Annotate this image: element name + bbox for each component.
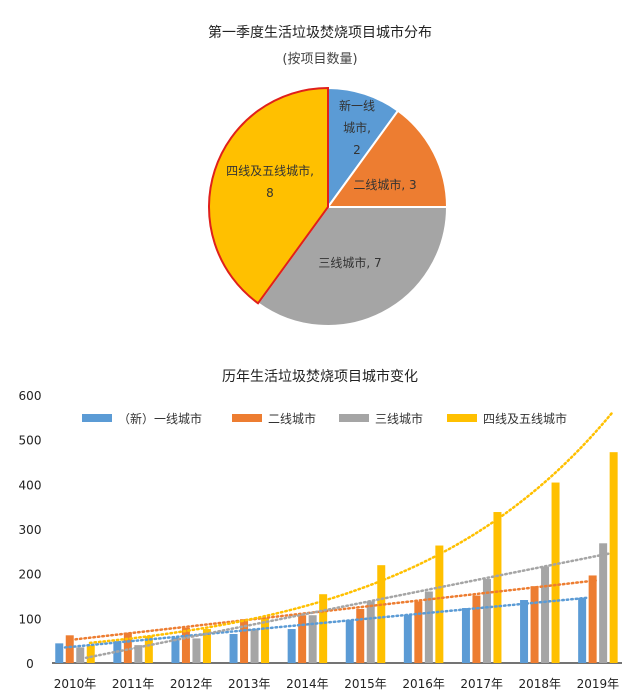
- pie-data-label: 三线城市, 7: [318, 255, 381, 270]
- pie-data-label: 新一线: [339, 98, 375, 113]
- y-tick-label: 0: [26, 657, 34, 671]
- legend-label: 四线及五线城市: [483, 411, 567, 426]
- trendline: [63, 596, 590, 649]
- x-tick-label: 2014年: [286, 677, 329, 691]
- legend-swatch: [447, 414, 477, 422]
- y-tick-label: 500: [19, 434, 42, 448]
- trendline: [84, 552, 611, 660]
- bar: [461, 608, 470, 663]
- legend-swatch: [82, 414, 112, 422]
- legend-label: （新）一线城市: [118, 411, 202, 426]
- bar: [171, 637, 180, 663]
- legend-label: 三线城市: [375, 411, 423, 426]
- y-tick-label: 100: [19, 612, 42, 626]
- trendline: [74, 578, 600, 641]
- x-tick-label: 2017年: [460, 677, 503, 691]
- pie-slice: [326, 109, 449, 208]
- bar: [287, 629, 296, 663]
- bar: [424, 591, 433, 663]
- bar: [134, 645, 143, 663]
- bar: [298, 615, 307, 663]
- bar: [55, 643, 64, 663]
- pie-data-label: 8: [266, 186, 274, 200]
- x-tick-label: 2010年: [54, 677, 97, 691]
- x-tick-label: 2016年: [402, 677, 445, 691]
- bar: [76, 647, 85, 663]
- bar: [192, 638, 201, 663]
- bar: [144, 636, 153, 663]
- bar: [86, 645, 95, 663]
- x-tick-label: 2019年: [577, 677, 620, 691]
- bar: [472, 595, 481, 663]
- bar-title: 历年生活垃圾焚烧项目城市变化: [222, 369, 418, 385]
- bar: [123, 632, 132, 663]
- legend-swatch: [339, 414, 369, 422]
- bar: [65, 635, 74, 663]
- bar: [578, 597, 587, 663]
- legend-swatch: [232, 414, 262, 422]
- bar: [609, 452, 618, 663]
- y-tick-label: 300: [19, 523, 42, 537]
- bar: [250, 629, 259, 663]
- bar: [240, 619, 249, 663]
- bar: [202, 629, 211, 663]
- x-tick-label: 2011年: [112, 677, 155, 691]
- x-tick-label: 2015年: [344, 677, 387, 691]
- pie-subtitle: (按项目数量): [282, 52, 358, 67]
- x-tick-label: 2018年: [519, 677, 562, 691]
- pie-data-label: 城市,: [343, 120, 371, 135]
- pie-slice: [327, 86, 400, 211]
- bar: [599, 543, 608, 663]
- bar: [308, 615, 317, 663]
- bar: [229, 633, 238, 663]
- bar: [319, 594, 328, 663]
- bar: [345, 620, 354, 663]
- bar: [520, 600, 529, 663]
- bar: [356, 608, 365, 663]
- bar: [541, 566, 550, 663]
- bar: [414, 601, 423, 663]
- x-tick-label: 2013年: [228, 677, 271, 691]
- pie-slice: [208, 86, 329, 305]
- legend-label: 二线城市: [268, 411, 316, 426]
- y-tick-label: 200: [19, 568, 42, 582]
- pie-title: 第一季度生活垃圾焚烧项目城市分布: [208, 25, 432, 41]
- bar: [181, 627, 190, 663]
- bar: [493, 512, 502, 663]
- bar: [482, 579, 491, 663]
- y-tick-label: 400: [19, 478, 42, 492]
- trendline: [88, 410, 615, 645]
- bar: [366, 601, 375, 663]
- bar: [377, 565, 386, 663]
- pie-data-label: 二线城市, 3: [353, 177, 416, 192]
- bar: [530, 586, 539, 663]
- bar: [588, 575, 597, 663]
- x-tick-label: 2012年: [170, 677, 213, 691]
- pie-data-label: 四线及五线城市,: [226, 163, 314, 178]
- bar: [261, 617, 270, 663]
- bar: [551, 482, 560, 663]
- y-tick-label: 600: [19, 389, 42, 403]
- pie-data-label: 2: [353, 143, 361, 157]
- bar: [435, 545, 444, 663]
- bar: [403, 614, 412, 663]
- pie-slice: [256, 206, 449, 327]
